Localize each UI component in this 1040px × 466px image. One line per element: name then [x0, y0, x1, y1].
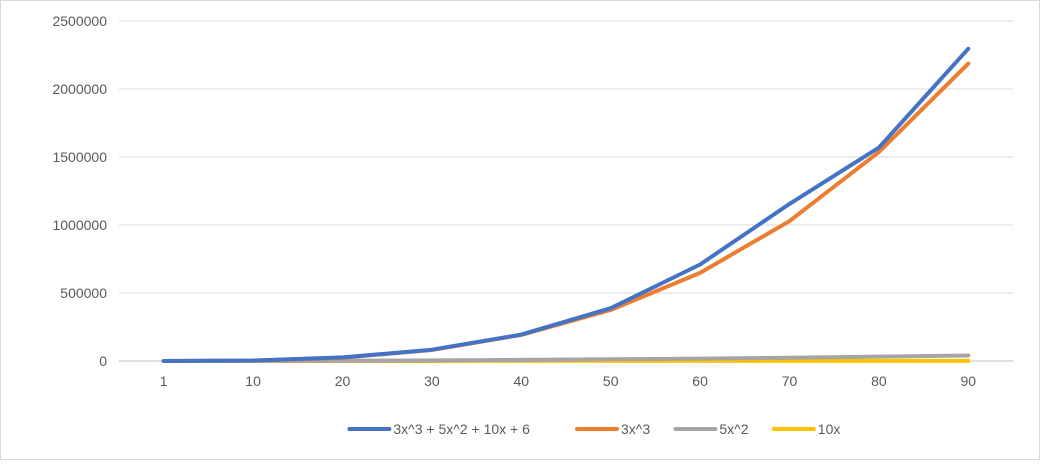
- x-axis-tick-labels: 1 10 20 30 40 50 60 70 80 90: [160, 373, 976, 389]
- legend-item: 3x^3 + 5x^2 + 10x + 6: [349, 421, 530, 437]
- x-tick-label: 80: [871, 373, 887, 389]
- y-tick-label: 500000: [60, 285, 107, 301]
- series-line: [164, 49, 969, 361]
- series-lines: [164, 49, 969, 361]
- y-tick-label: 1500000: [52, 149, 107, 165]
- legend: 3x^3 + 5x^2 + 10x + 6 3x^3 5x^2 10x: [349, 421, 840, 437]
- x-tick-label: 90: [961, 373, 977, 389]
- y-tick-label: 2000000: [52, 81, 107, 97]
- legend-item: 3x^3: [577, 421, 650, 437]
- x-tick-label: 40: [514, 373, 530, 389]
- x-tick-label: 1: [160, 373, 168, 389]
- legend-item: 5x^2: [675, 421, 748, 437]
- y-tick-label: 1000000: [52, 217, 107, 233]
- legend-item: 10x: [774, 421, 841, 437]
- y-tick-label: 2500000: [52, 13, 107, 29]
- y-tick-label: 0: [99, 353, 107, 369]
- series-line: [164, 64, 969, 361]
- x-tick-label: 30: [424, 373, 440, 389]
- legend-label: 10x: [818, 421, 841, 437]
- x-tick-label: 60: [692, 373, 708, 389]
- legend-label: 3x^3: [621, 421, 650, 437]
- legend-label: 3x^3 + 5x^2 + 10x + 6: [393, 421, 530, 437]
- gridlines: [119, 21, 1013, 361]
- y-axis-tick-labels: 0 500000 1000000 1500000 2000000 2500000: [52, 13, 107, 369]
- x-tick-label: 50: [603, 373, 619, 389]
- x-tick-label: 20: [335, 373, 351, 389]
- legend-label: 5x^2: [719, 421, 748, 437]
- x-tick-label: 70: [782, 373, 798, 389]
- x-tick-label: 10: [245, 373, 261, 389]
